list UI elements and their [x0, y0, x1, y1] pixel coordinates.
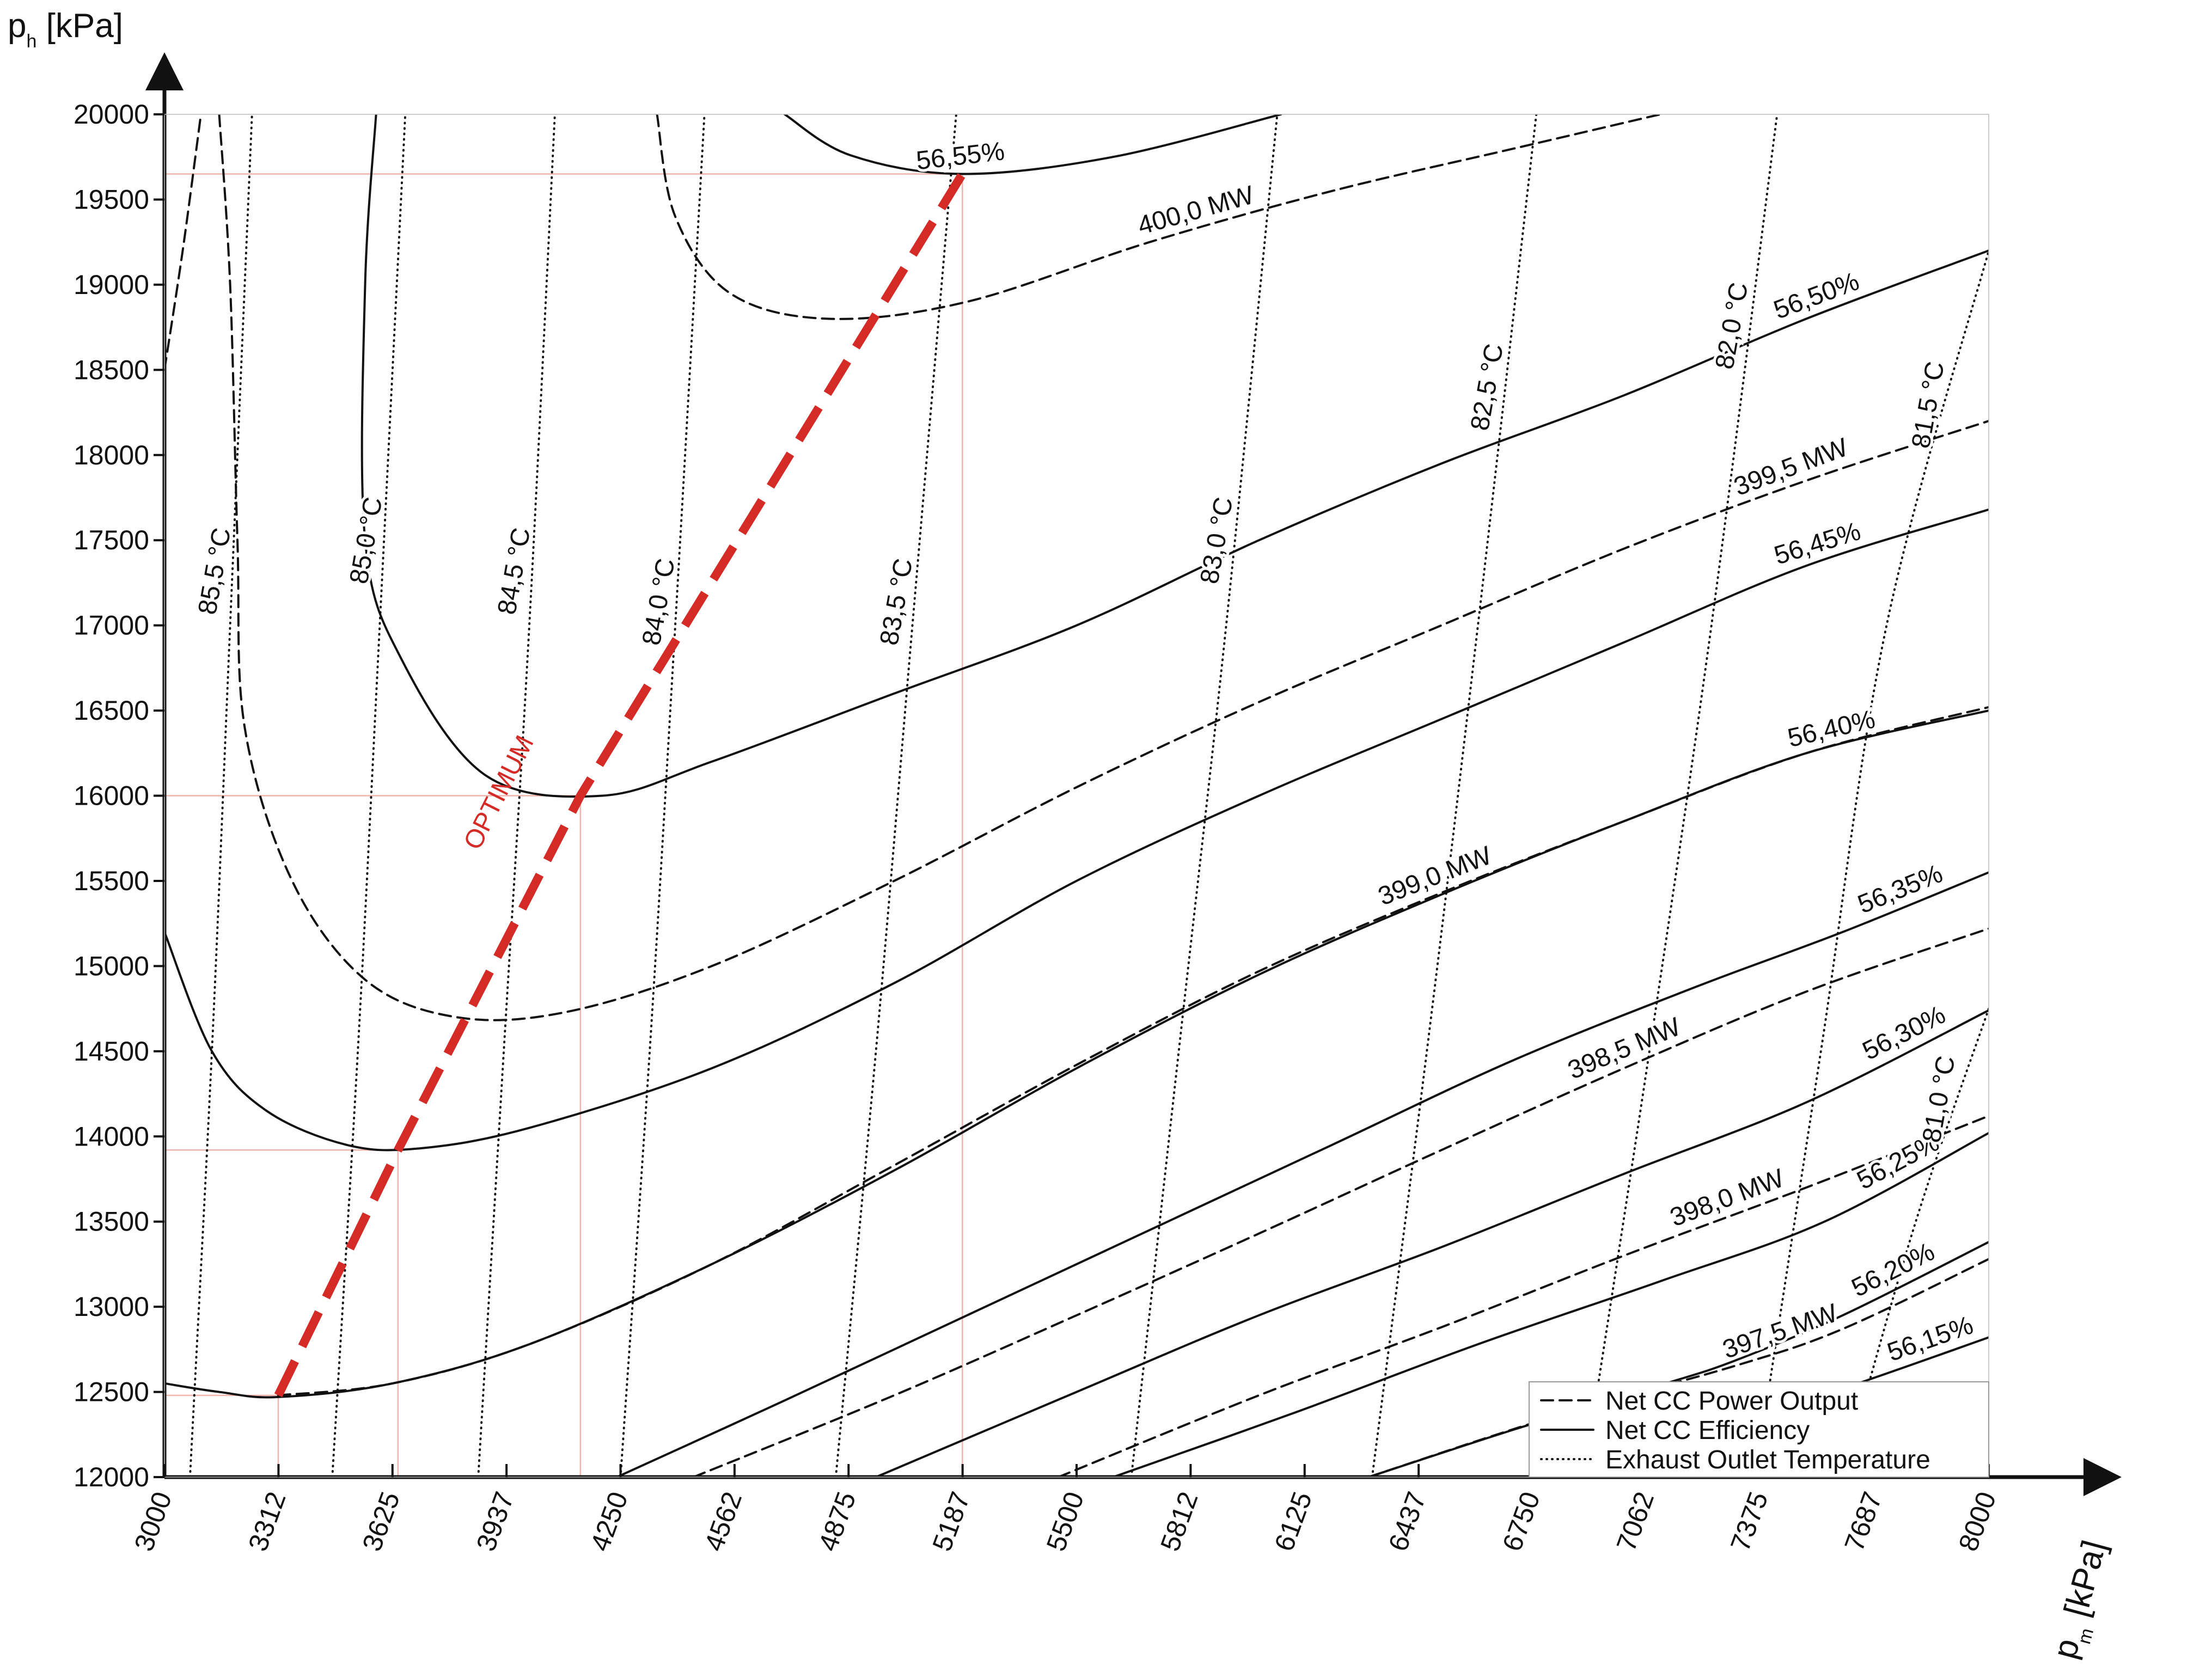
y-tick-label: 14000 [74, 1121, 149, 1152]
contour-lines [164, 114, 1989, 1477]
x-tick-label: 3937 [470, 1488, 520, 1555]
power-label-397-5-mw-7: 397,5 MW [1719, 1299, 1842, 1364]
temperature-label-85-5-c-1: 85,5 °C [193, 525, 236, 616]
temperature-label-84-5-c-3: 84,5 °C [492, 525, 536, 616]
efficiency-label-56-55-1: 56,55% [915, 137, 1006, 175]
x-tick-label: 5812 [1154, 1488, 1204, 1555]
x-tick-label: 8000 [1953, 1488, 2002, 1555]
x-tick-label: 7062 [1611, 1488, 1660, 1555]
efficiency-contour-56-25-7 [1112, 1132, 1989, 1477]
y-tick-label: 16000 [74, 781, 149, 811]
temperature-contour-82-0-c-8 [1582, 114, 1779, 1477]
power-contour-399-5-mw-2 [218, 114, 1989, 1021]
temperature-contour-81-5-c-9 [1754, 249, 1989, 1477]
x-tick-label: 4250 [584, 1488, 634, 1555]
power-contour-398-5-mw-5 [692, 927, 1989, 1477]
power-label-400-0-mw-1: 400,0 MW [1134, 180, 1257, 240]
temperature-contour-82-5-c-7 [1371, 114, 1538, 1477]
efficiency-contour-56-30-6 [875, 1009, 1989, 1477]
power-label-399-5-mw-2: 399,5 MW [1730, 433, 1852, 502]
y-tick-label: 17000 [74, 610, 149, 641]
temperature-contour-84-0-c-4 [619, 114, 706, 1477]
efficiency-contour-56-45-3 [164, 508, 1989, 1152]
temperature-contour-83-0-c-6 [1130, 114, 1279, 1477]
power-contour-400-0-mw-1 [656, 114, 1661, 320]
y-tick-label: 20000 [74, 99, 149, 130]
y-tick-label: 12500 [74, 1377, 149, 1407]
y-axis-title: ph [kPa] [8, 7, 123, 52]
legend-label-exhaust-outlet-temperature: Exhaust Outlet Temperature [1605, 1446, 1930, 1474]
y-tick-label: 19000 [74, 270, 149, 300]
temperature-contour-83-5-c-5 [834, 114, 957, 1477]
y-axis-title-unit: [kPa] [36, 7, 123, 45]
power-label-398-0-mw-6: 398,0 MW [1666, 1163, 1788, 1233]
y-tick-label: 18000 [74, 440, 149, 470]
temperature-label-83-5-c-5: 83,5 °C [875, 556, 918, 647]
x-tick-label: 3625 [356, 1488, 406, 1555]
y-tick-label: 13500 [74, 1207, 149, 1237]
efficiency-contour-56-50-2 [360, 114, 1989, 798]
temperature-label-82-0-c-8: 82,0 °C [1710, 280, 1753, 371]
efficiency-label-56-20-8: 56,20% [1847, 1237, 1939, 1303]
x-tick-label: 4875 [812, 1488, 862, 1555]
legend-box [1529, 1381, 1989, 1478]
x-tick-label: 5187 [926, 1488, 976, 1555]
efficiency-label-56-35-5: 56,35% [1854, 859, 1947, 920]
x-tick-label: 6750 [1496, 1488, 1546, 1555]
power-contour-399-0-mw-4 [277, 706, 1989, 1397]
y-axis-title-sub: h [26, 31, 36, 52]
optimum-path: OPTIMUM [274, 172, 967, 1398]
y-tick-label: 19500 [74, 184, 149, 215]
x-axis-title: pm [kPa] [2046, 1536, 2120, 1664]
y-axis-title-main: p [8, 7, 26, 45]
efficiency-contour-56-20-8 [1367, 1241, 1989, 1477]
power-contour-399-0-mw-3 [164, 114, 202, 371]
x-tick-label: 6437 [1383, 1488, 1432, 1555]
temperature-contour-85-0-c-2 [331, 114, 407, 1477]
x-tick-label: 6125 [1268, 1488, 1318, 1555]
efficiency-contour-56-40-4 [164, 709, 1989, 1399]
temperature-contour-85-5-c-1 [188, 114, 253, 1477]
optimum-line [274, 172, 967, 1398]
y-tick-label: 15500 [74, 866, 149, 896]
temperature-label-85-0-c-2: 85,0 °C [344, 495, 388, 586]
x-tick-label: 4562 [699, 1488, 748, 1555]
y-tick-label: 14500 [74, 1036, 149, 1067]
y-tick-label: 16500 [74, 695, 149, 726]
y-tick-label: 18500 [74, 354, 149, 385]
x-tick-label: 3312 [242, 1488, 292, 1555]
temperature-contour-84-5-c-3 [477, 114, 556, 1477]
x-tick-label: 5500 [1041, 1488, 1090, 1555]
power-contour-398-0-mw-6 [1057, 1114, 1989, 1477]
x-axis-title-unit: [kPa] [2055, 1536, 2113, 1630]
y-tick-label: 17500 [74, 525, 149, 555]
power-label-399-0-mw-4: 399,0 MW [1374, 841, 1496, 911]
efficiency-contour-56-55-1 [784, 114, 1282, 175]
efficiency-label-56-50-2: 56,50% [1770, 267, 1863, 325]
x-tick-label: 3000 [129, 1488, 178, 1555]
temperature-label-82-5-c-7: 82,5 °C [1465, 341, 1509, 432]
y-tick-label: 12000 [74, 1462, 149, 1492]
y-tick-label: 15000 [74, 951, 149, 981]
reference-lines [164, 173, 963, 1477]
y-tick-label: 13000 [74, 1291, 149, 1322]
x-tick-label: 7375 [1725, 1488, 1774, 1555]
legend-label-net-cc-efficiency: Net CC Efficiency [1605, 1416, 1810, 1445]
efficiency-contour-56-35-5 [615, 871, 1989, 1477]
temperature-label-81-0-c-10: 81,0 °C [1917, 1054, 1961, 1144]
legend-label-net-cc-power-output: Net CC Power Output [1605, 1387, 1858, 1416]
x-tick-label: 7687 [1838, 1488, 1888, 1555]
